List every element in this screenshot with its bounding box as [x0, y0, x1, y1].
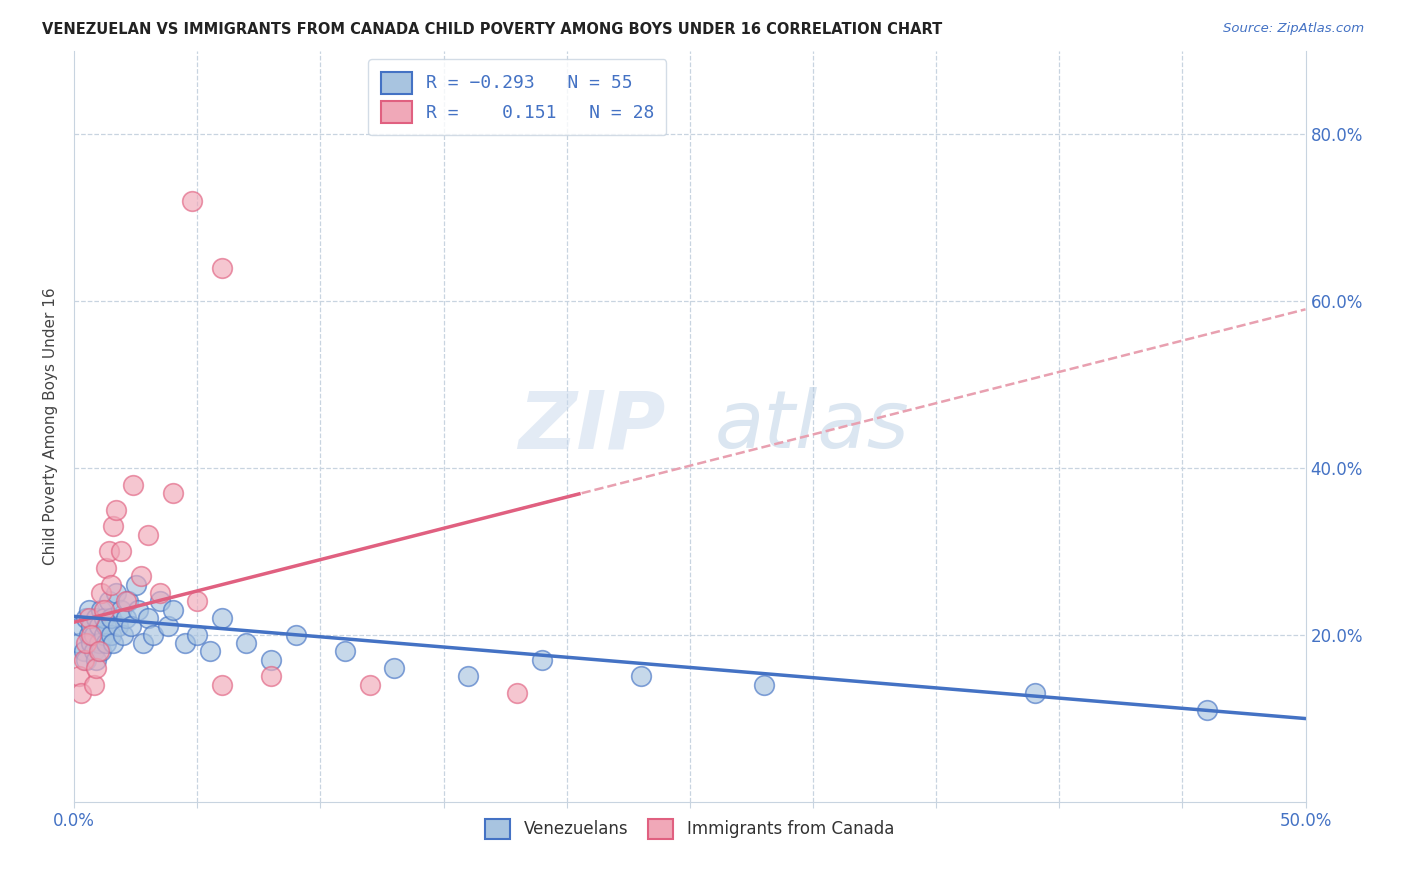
Point [110, 602, 132, 616]
Point [83, 644, 105, 658]
Point [70, 619, 93, 633]
Point [93, 602, 115, 616]
Legend: Venezuelans, Immigrants from Canada: Venezuelans, Immigrants from Canada [479, 812, 901, 846]
Point [136, 527, 159, 541]
Point [93, 611, 115, 625]
Point [100, 611, 122, 625]
Point [531, 653, 554, 667]
Point [77, 611, 100, 625]
Point [114, 594, 136, 608]
Point [97, 594, 120, 608]
Point [90, 586, 112, 600]
Text: atlas: atlas [714, 387, 910, 465]
Y-axis label: Child Poverty Among Boys Under 16: Child Poverty Among Boys Under 16 [44, 287, 58, 565]
Point [100, 577, 122, 591]
Text: Source: ZipAtlas.com: Source: ZipAtlas.com [1223, 22, 1364, 36]
Point [70, 686, 93, 700]
Point [94, 561, 117, 575]
Point [80, 628, 103, 642]
Point [67, 669, 90, 683]
Point [120, 619, 142, 633]
Point [142, 628, 165, 642]
Text: VENEZUELAN VS IMMIGRANTS FROM CANADA CHILD POVERTY AMONG BOYS UNDER 16 CORRELATI: VENEZUELAN VS IMMIGRANTS FROM CANADA CHI… [42, 22, 942, 37]
Point [211, 260, 233, 275]
Point [211, 611, 233, 625]
Point [87, 644, 110, 658]
Point [104, 502, 127, 516]
Point [630, 669, 652, 683]
Point [94, 619, 117, 633]
Point [127, 602, 149, 616]
Point [90, 602, 112, 616]
Point [90, 644, 112, 658]
Point [1024, 686, 1046, 700]
Point [110, 544, 132, 558]
Point [359, 678, 381, 692]
Point [84, 611, 107, 625]
Point [97, 544, 120, 558]
Point [93, 628, 115, 642]
Point [104, 586, 127, 600]
Point [114, 611, 136, 625]
Point [1195, 703, 1218, 717]
Point [382, 661, 405, 675]
Point [87, 636, 110, 650]
Point [103, 636, 125, 650]
Point [132, 636, 155, 650]
Point [112, 628, 135, 642]
Point [80, 619, 103, 633]
Point [156, 619, 179, 633]
Text: ZIP: ZIP [517, 387, 665, 465]
Point [122, 477, 145, 491]
Point [198, 644, 221, 658]
Point [83, 628, 105, 642]
Point [162, 486, 184, 500]
Point [752, 678, 775, 692]
Point [87, 619, 110, 633]
Point [124, 577, 146, 591]
Point [100, 628, 122, 642]
Point [235, 636, 257, 650]
Point [174, 636, 197, 650]
Point [186, 594, 208, 608]
Point [75, 636, 97, 650]
Point [149, 594, 172, 608]
Point [84, 661, 107, 675]
Point [77, 628, 100, 642]
Point [260, 653, 283, 667]
Point [80, 636, 103, 650]
Point [117, 594, 139, 608]
Point [181, 194, 204, 208]
Point [129, 569, 152, 583]
Point [260, 669, 283, 683]
Point [186, 628, 208, 642]
Point [506, 686, 529, 700]
Point [284, 628, 307, 642]
Point [67, 636, 90, 650]
Point [84, 653, 107, 667]
Point [136, 611, 159, 625]
Point [94, 636, 117, 650]
Point [333, 644, 356, 658]
Point [73, 644, 96, 658]
Point [457, 669, 479, 683]
Point [83, 678, 105, 692]
Point [73, 653, 96, 667]
Point [75, 611, 97, 625]
Point [211, 678, 233, 692]
Point [107, 619, 129, 633]
Point [149, 586, 172, 600]
Point [75, 653, 97, 667]
Point [103, 519, 125, 533]
Point [77, 602, 100, 616]
Point [162, 602, 184, 616]
